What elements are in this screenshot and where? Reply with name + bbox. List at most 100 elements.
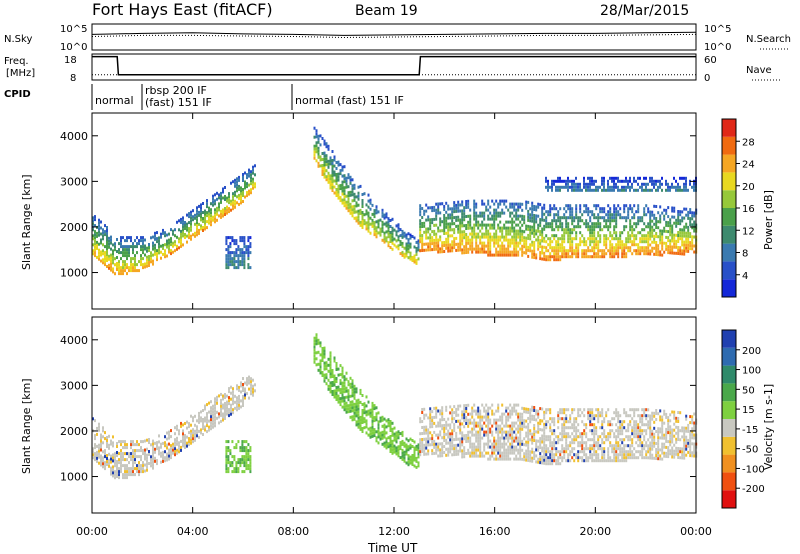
heat-cell	[357, 212, 360, 216]
heat-cell	[563, 423, 566, 427]
heat-cell	[579, 204, 582, 208]
heat-cell	[202, 226, 204, 229]
heat-cell	[429, 425, 432, 429]
heat-cell	[651, 231, 654, 235]
heat-cell	[595, 426, 598, 430]
heat-cell	[671, 185, 673, 189]
heat-cell	[479, 409, 482, 413]
heat-cell	[571, 185, 573, 189]
heat-cell	[156, 441, 158, 445]
heat-cell	[355, 402, 358, 406]
heat-cell	[148, 261, 150, 264]
heat-cell	[467, 421, 470, 425]
heat-cell	[333, 170, 336, 174]
heat-cell	[531, 459, 534, 463]
heat-cell	[571, 213, 574, 217]
heat-cell	[112, 444, 114, 448]
heat-cell	[447, 231, 450, 235]
heat-cell	[573, 237, 576, 241]
heat-cell	[315, 357, 318, 361]
heat-cell	[533, 424, 536, 427]
heat-cell	[553, 255, 556, 259]
heat-cell	[375, 418, 378, 422]
heat-cell	[250, 170, 252, 174]
heat-cell	[679, 222, 682, 226]
heat-cell	[343, 189, 346, 193]
heat-cell	[463, 404, 466, 408]
heat-cell	[345, 179, 348, 183]
heat-cell	[351, 190, 354, 194]
heat-cell	[565, 441, 568, 445]
heat-cell	[475, 445, 478, 449]
heat-cell	[349, 409, 352, 413]
heat-cell	[629, 219, 632, 223]
heat-cell	[543, 254, 546, 258]
heat-cell	[667, 230, 670, 234]
heat-cell	[667, 221, 670, 225]
heat-cell	[517, 250, 520, 254]
heat-cell	[359, 184, 362, 188]
heat-cell	[425, 233, 428, 237]
heat-cell	[633, 204, 636, 208]
heat-cell	[381, 229, 384, 233]
heat-cell	[589, 231, 592, 235]
heat-cell	[439, 454, 442, 458]
heat-cell	[235, 251, 238, 255]
heat-cell	[455, 248, 458, 252]
heat-cell	[92, 237, 94, 241]
heat-cell	[228, 195, 230, 199]
heat-cell	[200, 428, 202, 432]
heat-cell	[463, 446, 466, 450]
heat-cell	[565, 182, 567, 186]
heat-cell	[317, 368, 320, 372]
heat-cell	[557, 246, 560, 250]
heat-cell	[224, 411, 226, 414]
heat-cell	[204, 221, 206, 225]
heat-cell	[421, 246, 424, 249]
heat-cell	[687, 188, 689, 192]
heat-cell	[331, 369, 334, 372]
heat-cell	[487, 415, 490, 419]
heat-cell	[425, 227, 428, 231]
heat-cell	[503, 451, 506, 455]
heat-cell	[108, 239, 110, 243]
heat-cell	[455, 236, 458, 240]
heat-cell	[489, 427, 492, 431]
heat-cell	[585, 207, 588, 211]
heat-cell	[563, 246, 566, 250]
heat-cell	[591, 210, 594, 214]
heat-cell	[577, 225, 580, 229]
heat-cell	[194, 222, 196, 226]
heat-cell	[473, 229, 476, 233]
heat-cell	[571, 182, 573, 186]
heat-cell	[557, 237, 560, 241]
heat-cell	[226, 412, 228, 416]
heat-cell	[182, 444, 184, 448]
heat-cell	[345, 407, 348, 411]
heat-cell	[637, 252, 640, 256]
heat-cell	[635, 252, 638, 256]
heat-cell	[443, 208, 446, 211]
heat-cell	[457, 443, 460, 447]
freq-line	[92, 55, 696, 76]
heat-cell	[226, 196, 228, 200]
heat-cell	[118, 458, 120, 462]
heat-cell	[653, 185, 655, 189]
heat-cell	[142, 236, 144, 240]
heat-cell	[573, 249, 576, 253]
heat-cell	[601, 450, 604, 454]
heat-cell	[196, 425, 198, 429]
heat-cell	[244, 390, 246, 394]
heat-cell	[457, 245, 460, 249]
heat-cell	[315, 150, 318, 154]
heat-cell	[120, 440, 122, 444]
heat-cell	[569, 204, 572, 208]
heat-cell	[100, 250, 102, 254]
heat-cell	[365, 431, 368, 435]
heat-cell	[475, 421, 478, 425]
heat-cell	[503, 250, 506, 254]
heat-cell	[619, 246, 622, 250]
heat-cell	[555, 179, 557, 183]
heat-cell	[595, 225, 598, 229]
heat-cell	[353, 411, 356, 415]
